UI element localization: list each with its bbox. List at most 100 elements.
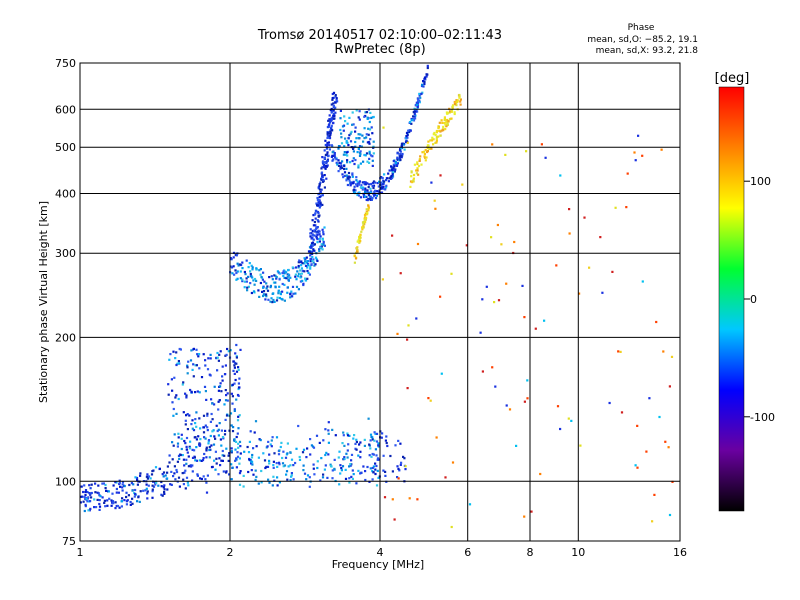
scatter-point	[255, 268, 258, 271]
scatter-point	[410, 175, 413, 178]
scatter-point	[357, 147, 360, 150]
scatter-point	[316, 204, 319, 207]
scatter-point	[264, 298, 267, 301]
scatter-point	[374, 432, 377, 435]
scatter-point	[275, 299, 279, 302]
scatter-point	[422, 85, 425, 88]
scatter-point	[202, 414, 206, 417]
scatter-point	[195, 364, 198, 367]
scatter-point	[443, 118, 446, 121]
scatter-point	[338, 483, 341, 486]
scatter-point	[450, 272, 453, 275]
scatter-point	[416, 167, 419, 170]
scatter-point	[407, 324, 410, 327]
scatter-point	[319, 204, 322, 207]
scatter-point	[183, 471, 186, 474]
scatter-point	[323, 186, 326, 189]
scatter-point	[318, 188, 322, 191]
scatter-point	[406, 338, 409, 341]
scatter-point	[199, 427, 202, 430]
scatter-point	[357, 469, 360, 472]
scatter-point	[345, 179, 348, 182]
scatter-point	[84, 494, 87, 497]
scatter-point	[328, 137, 332, 140]
scatter-point	[230, 450, 233, 453]
scatter-point	[376, 458, 379, 461]
scatter-point	[334, 111, 337, 114]
scatter-point	[392, 167, 395, 170]
scatter-point	[353, 261, 356, 264]
scatter-point	[668, 385, 671, 388]
scatter-point	[217, 434, 220, 437]
chart-subtitle: RwPretec (8p)	[334, 42, 425, 57]
scatter-point	[359, 133, 362, 136]
scatter-point	[415, 317, 418, 320]
scatter-point	[325, 177, 328, 180]
scatter-point	[270, 297, 273, 300]
scatter-point	[99, 495, 102, 498]
scatter-point	[363, 214, 367, 217]
scatter-point	[348, 179, 351, 182]
scatter-point	[369, 138, 372, 141]
scatter-point	[173, 433, 176, 436]
scatter-point	[277, 453, 281, 456]
scatter-point	[364, 218, 367, 221]
scatter-point	[383, 180, 386, 183]
scatter-point	[368, 142, 371, 145]
scatter-point	[132, 483, 135, 486]
scatter-point	[366, 116, 369, 119]
scatter-point	[150, 473, 154, 476]
scatter-point	[371, 452, 374, 456]
scatter-point	[382, 126, 385, 129]
scatter-point	[289, 296, 292, 299]
scatter-point	[139, 472, 142, 475]
scatter-point	[309, 254, 312, 257]
scatter-point	[328, 134, 331, 137]
scatter-point	[358, 145, 362, 148]
scatter-point	[233, 372, 236, 375]
scatter-point	[182, 411, 185, 414]
scatter-point	[325, 144, 328, 147]
scatter-point	[255, 445, 258, 448]
scatter-point	[218, 422, 221, 425]
scatter-point	[437, 126, 440, 130]
scatter-point	[312, 446, 316, 449]
scatter-point	[440, 372, 443, 375]
scatter-point	[292, 478, 295, 481]
scatter-point	[184, 442, 187, 445]
scatter-point	[115, 487, 118, 491]
scatter-point	[540, 143, 543, 146]
scatter-point	[385, 179, 388, 182]
scatter-point	[257, 289, 260, 292]
scatter-point	[359, 153, 362, 156]
scatter-point	[634, 159, 637, 162]
scatter-point	[194, 418, 197, 421]
scatter-point	[385, 480, 388, 483]
scatter-point	[446, 123, 449, 126]
scatter-point	[278, 481, 281, 484]
scatter-point	[298, 455, 301, 459]
scatter-point	[416, 105, 419, 108]
scatter-point	[345, 452, 348, 455]
scatter-point	[186, 413, 189, 416]
scatter-point	[171, 389, 174, 392]
scatter-point	[634, 464, 637, 467]
scatter-point	[358, 443, 361, 446]
scatter-point	[337, 170, 340, 173]
scatter-point	[197, 435, 200, 438]
scatter-point	[418, 94, 421, 97]
scatter-point	[364, 154, 367, 157]
scatter-point	[273, 274, 276, 277]
scatter-point	[412, 173, 416, 177]
scatter-point	[278, 291, 281, 294]
scatter-point	[257, 456, 260, 459]
scatter-point	[250, 460, 253, 463]
scatter-point	[249, 282, 252, 285]
scatter-point	[242, 474, 245, 477]
scatter-point	[651, 520, 654, 523]
scatter-point	[409, 129, 412, 132]
scatter-point	[163, 484, 166, 487]
scatter-point	[344, 137, 347, 140]
scatter-point	[323, 174, 326, 177]
